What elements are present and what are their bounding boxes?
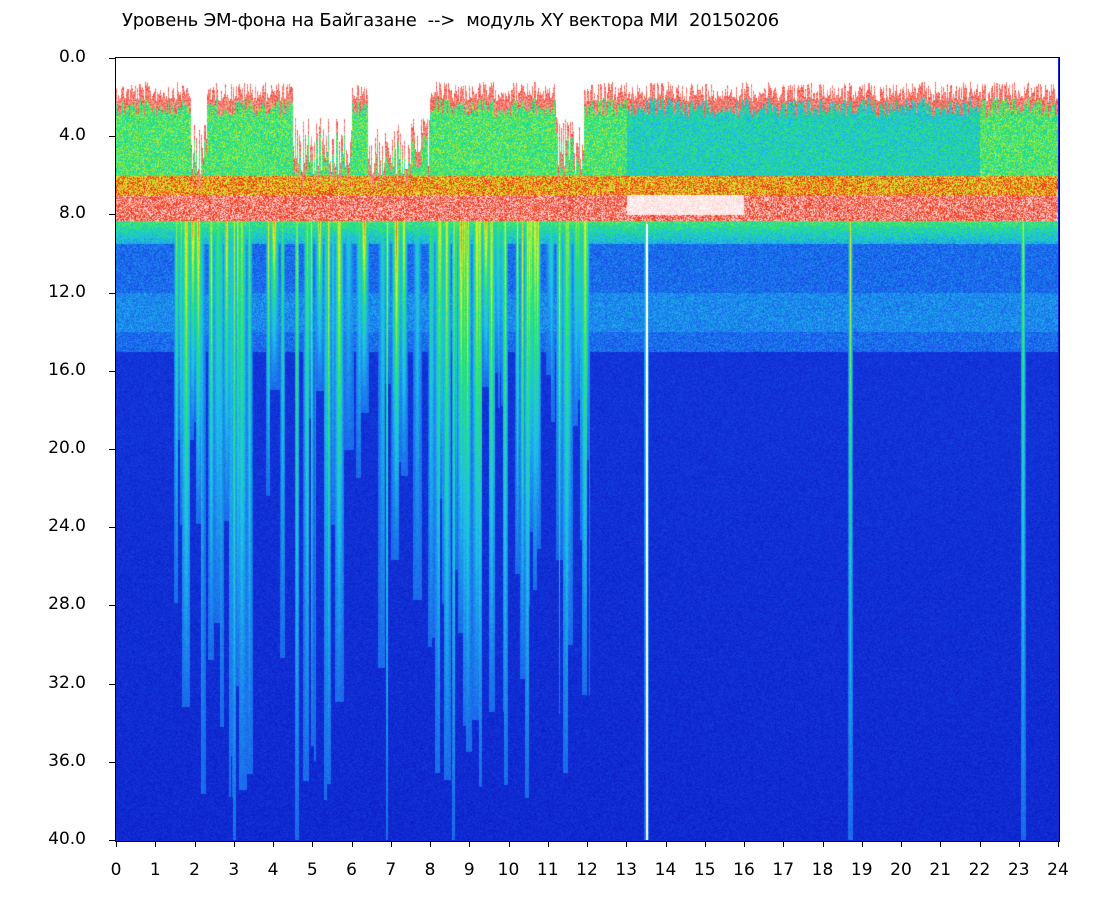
y-tick-mark [109,840,115,841]
x-tick-label: 6 [346,860,357,880]
x-tick-mark [861,841,863,847]
x-tick-label: 9 [463,860,475,880]
y-tick-label: 32.0 [48,672,86,693]
x-tick-mark [979,841,981,847]
x-tick-mark [116,841,117,847]
x-tick-label: 21 [929,860,952,880]
x-tick-label: 3 [228,860,240,880]
x-tick-label: 8 [424,860,436,880]
y-tick-mark [109,292,115,294]
y-tick-mark [109,214,115,216]
x-tick-label: 10 [497,860,520,880]
x-tick-mark [704,841,706,847]
x-tick-mark [587,841,588,847]
x-tick-mark [390,841,392,847]
chart-title: Уровень ЭМ-фона на Байгазане --> модуль … [122,10,780,31]
y-tick-label: 12.0 [48,281,86,302]
x-tick-mark [469,841,471,847]
x-tick-label: 13 [615,860,638,880]
x-tick-label: 20 [890,860,912,880]
x-tick-label: 16 [733,860,755,880]
y-tick-label: 0.0 [58,47,86,67]
x-tick-label: 22 [968,860,991,880]
x-tick-mark [233,841,235,847]
x-tick-label: 5 [306,860,318,880]
x-tick-mark [430,841,431,847]
y-tick-label: 16.0 [48,359,86,380]
x-tick-mark [194,841,196,847]
y-tick-label: 24.0 [48,516,86,537]
y-tick-mark [109,449,115,450]
x-tick-label: 14 [654,860,677,880]
y-tick-label: 40.0 [48,829,86,849]
x-tick-label: 18 [811,860,834,880]
x-tick-mark [744,841,745,847]
y-tick-label: 8.0 [58,203,86,224]
x-tick-label: 23 [1007,860,1030,880]
y-tick-label: 20.0 [48,438,86,458]
x-tick-label: 4 [267,860,279,880]
x-tick-mark [665,841,667,847]
y-tick-label: 36.0 [48,750,86,771]
x-tick-mark [155,841,157,847]
x-tick-label: 11 [536,860,559,880]
y-tick-mark [109,58,115,59]
x-tick-mark [626,841,628,847]
x-tick-mark [1018,841,1020,847]
x-tick-mark [547,841,549,847]
y-tick-mark [109,605,115,607]
y-tick-label: 4.0 [58,125,86,146]
x-tick-label: 17 [772,860,795,880]
x-tick-label: 2 [189,860,200,880]
y-tick-mark [109,683,115,685]
y-tick-mark [109,761,115,763]
x-tick-label: 24 [1047,860,1069,880]
y-tick-mark [109,136,115,138]
x-tick-label: 19 [850,860,873,880]
y-tick-mark [109,527,115,529]
spectrogram-heatmap [116,58,1058,840]
x-tick-label: 12 [576,860,598,880]
x-tick-mark [312,841,314,847]
y-tick-label: 28.0 [48,594,86,615]
x-tick-label: 7 [385,860,397,880]
x-tick-label: 1 [149,860,161,880]
y-tick-mark [109,370,115,372]
x-tick-mark [351,841,353,847]
x-tick-mark [940,841,942,847]
x-tick-label: 0 [110,860,122,880]
x-tick-mark [783,841,785,847]
x-tick-mark [1058,841,1059,847]
x-tick-label: 15 [693,860,716,880]
x-tick-mark [273,841,274,847]
x-tick-mark [901,841,902,847]
x-tick-mark [508,841,510,847]
x-tick-mark [822,841,824,847]
